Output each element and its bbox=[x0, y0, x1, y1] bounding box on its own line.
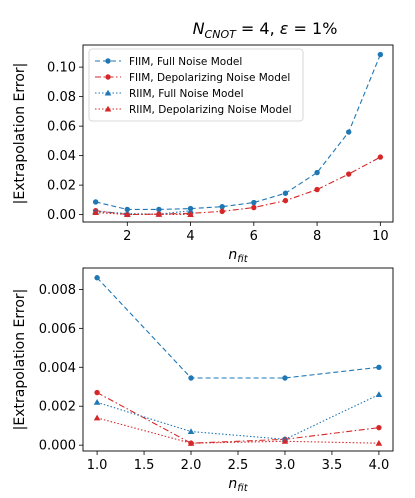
y-tick-label: 0.006 bbox=[39, 322, 76, 337]
series-line bbox=[96, 417, 379, 444]
series-line bbox=[96, 394, 380, 440]
data-point bbox=[219, 203, 225, 210]
data-point bbox=[282, 375, 288, 381]
data-point bbox=[346, 171, 352, 177]
data-point bbox=[94, 389, 100, 396]
chart-title: NCNOT = 4, ε = 1% bbox=[193, 19, 338, 41]
x-tick-label: 10 bbox=[372, 229, 389, 244]
data-point bbox=[124, 206, 130, 213]
data-point bbox=[281, 437, 289, 444]
x-tick-label: 2.5 bbox=[228, 458, 249, 473]
legend-label: FIIM, Full Noise Model bbox=[129, 56, 242, 68]
x-tick-label: 2.0 bbox=[181, 458, 202, 473]
data-point bbox=[314, 169, 320, 176]
y-tick-label: 0.002 bbox=[39, 400, 76, 415]
y-tick-label: 0.08 bbox=[47, 90, 76, 105]
x-tick-label: 6 bbox=[250, 229, 258, 244]
data-point bbox=[92, 199, 99, 205]
series-line bbox=[96, 392, 379, 444]
data-point bbox=[375, 439, 383, 446]
y-tick-label: 0.10 bbox=[47, 61, 76, 76]
y-axis-label: |Extrapolation Error| bbox=[12, 289, 28, 431]
x-axis-label-main: n bbox=[228, 247, 237, 263]
data-point bbox=[93, 414, 101, 421]
legend-marker bbox=[105, 58, 111, 64]
data-point bbox=[92, 209, 99, 216]
x-axis-label: nfit bbox=[228, 476, 248, 494]
data-point bbox=[314, 186, 320, 193]
y-tick-label: 0.004 bbox=[39, 361, 76, 376]
x-axis-label-sub: fit bbox=[237, 483, 248, 494]
data-point bbox=[376, 364, 382, 370]
legend-marker bbox=[104, 89, 112, 96]
legend-marker bbox=[104, 105, 112, 112]
data-point bbox=[187, 439, 195, 446]
data-point bbox=[93, 399, 101, 405]
data-point bbox=[375, 391, 383, 398]
y-tick-label: 0.02 bbox=[47, 179, 76, 194]
series-line bbox=[96, 277, 379, 379]
data-point bbox=[187, 428, 195, 435]
y-tick-label: 0.008 bbox=[39, 283, 76, 298]
data-point bbox=[282, 190, 289, 196]
data-point bbox=[376, 424, 382, 431]
x-tick-label: 4.0 bbox=[369, 458, 390, 473]
x-tick-label: 3.5 bbox=[322, 458, 343, 473]
bottom-plot: 1.0 1.5 2.0 2.5 3.0 3.5 4.0 0.000 0.002 0.004 0.00… bbox=[12, 267, 394, 494]
legend-label: FIIM, Depolarizing Noise Model bbox=[129, 72, 290, 84]
data-point bbox=[156, 206, 162, 213]
legend-box bbox=[88, 48, 304, 122]
x-axis-label: nfit bbox=[228, 247, 248, 265]
data-point bbox=[377, 51, 384, 58]
x-axis-label-sub: fit bbox=[237, 254, 248, 265]
data-point bbox=[346, 129, 352, 135]
data-point bbox=[123, 211, 131, 217]
x-tick-label: 3.0 bbox=[275, 458, 296, 473]
data-point bbox=[219, 208, 225, 215]
data-point bbox=[94, 275, 100, 281]
legend-marker bbox=[105, 74, 111, 80]
y-tick-label: 0.000 bbox=[39, 439, 76, 454]
plot-frame bbox=[82, 44, 394, 223]
data-point bbox=[251, 199, 257, 206]
data-point bbox=[377, 154, 384, 160]
series-line bbox=[95, 54, 381, 211]
y-axis-label: |Extrapolation Error| bbox=[12, 63, 28, 205]
y-tick-label: 0.06 bbox=[47, 120, 76, 135]
x-tick-label: 8 bbox=[313, 229, 321, 244]
legend-label: RIIM, Full Noise Model bbox=[129, 88, 244, 100]
y-tick-label: 0.00 bbox=[47, 208, 76, 223]
plot-frame bbox=[82, 267, 394, 452]
x-axis-label-main: n bbox=[228, 476, 237, 492]
y-tick-label: 0.04 bbox=[47, 149, 76, 164]
data-point bbox=[251, 204, 257, 211]
top-plot: 2 4 6 8 10 0.00 0.02 0.04 0.06 0.08 0.10 nfit |Extra… bbox=[12, 44, 394, 265]
data-point bbox=[188, 375, 194, 381]
legend-label: RIIM, Depolarizing Noise Model bbox=[129, 104, 292, 116]
data-point bbox=[187, 211, 194, 217]
data-point bbox=[155, 211, 163, 217]
x-tick-label: 4 bbox=[186, 229, 194, 244]
data-point bbox=[282, 197, 289, 204]
data-point bbox=[187, 207, 194, 214]
x-tick-label: 1.5 bbox=[134, 458, 155, 473]
x-tick-label: 1.0 bbox=[87, 458, 108, 473]
series-line bbox=[95, 156, 381, 216]
x-tick-label: 2 bbox=[123, 229, 131, 244]
